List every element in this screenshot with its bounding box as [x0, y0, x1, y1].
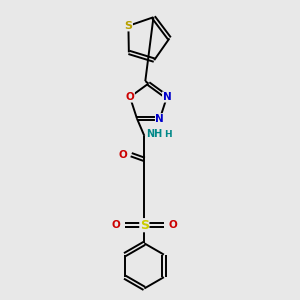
Text: NH: NH [146, 129, 163, 139]
Text: O: O [112, 220, 121, 230]
Text: O: O [168, 220, 177, 230]
Text: N: N [155, 114, 164, 124]
Text: O: O [126, 92, 134, 102]
Text: H: H [164, 130, 172, 139]
Text: O: O [119, 150, 128, 160]
Text: N: N [163, 92, 171, 102]
Text: S: S [124, 21, 132, 31]
Text: S: S [140, 219, 149, 232]
